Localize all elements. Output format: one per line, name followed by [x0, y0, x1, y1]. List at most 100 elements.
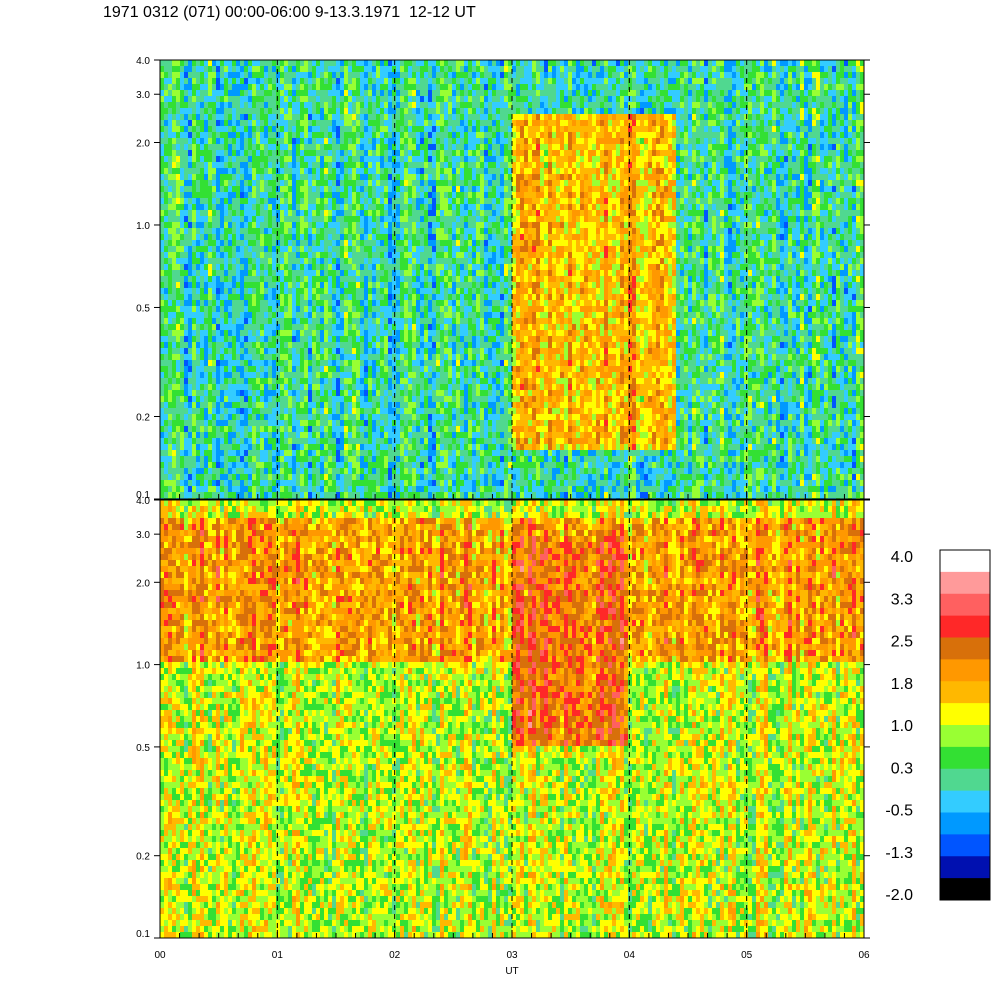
heatmap-cell [316, 354, 320, 360]
heatmap-cell [372, 216, 376, 222]
heatmap-cell [304, 192, 308, 198]
heatmap-cell [240, 474, 244, 480]
heatmap-cell [212, 444, 216, 450]
heatmap-cell [196, 270, 200, 276]
heatmap-cell [284, 330, 288, 336]
heatmap-cell [420, 468, 424, 474]
heatmap-cell [264, 240, 268, 246]
heatmap-cell [300, 222, 304, 228]
heatmap-cell [372, 390, 376, 396]
heatmap-cell [352, 60, 356, 66]
heatmap-cell [204, 342, 208, 348]
heatmap-cell [380, 150, 384, 156]
heatmap-cell [384, 438, 388, 444]
heatmap-cell [412, 180, 416, 186]
heatmap-cell [208, 174, 212, 180]
heatmap-cell [308, 240, 312, 246]
heatmap-cell [416, 426, 420, 432]
heatmap-cell [348, 198, 352, 204]
heatmap-cell [344, 186, 348, 192]
heatmap-cell [180, 162, 184, 168]
heatmap-cell [232, 270, 236, 276]
heatmap-cell [284, 246, 288, 252]
heatmap-cell [332, 306, 336, 312]
heatmap-cell [244, 474, 248, 480]
heatmap-cell [280, 156, 284, 162]
heatmap-cell [336, 372, 340, 378]
heatmap-cell [276, 408, 280, 414]
heatmap-cell [328, 186, 332, 192]
heatmap-cell [404, 324, 408, 330]
heatmap-cell [380, 444, 384, 450]
heatmap-cell [312, 360, 316, 366]
heatmap-cell [216, 72, 220, 78]
heatmap-cell [172, 96, 176, 102]
heatmap-cell [284, 156, 288, 162]
heatmap-cell [276, 162, 280, 168]
heatmap-cell [404, 78, 408, 84]
heatmap-cell [336, 462, 340, 468]
heatmap-cell [176, 78, 180, 84]
heatmap-cell [380, 174, 384, 180]
heatmap-cell [224, 228, 228, 234]
heatmap-cell [300, 438, 304, 444]
heatmap-cell [336, 396, 340, 402]
heatmap-cell [412, 192, 416, 198]
heatmap-cell [264, 60, 268, 66]
heatmap-cell [184, 138, 188, 144]
heatmap-cell [220, 72, 224, 78]
heatmap-cell [280, 438, 284, 444]
heatmap-cell [272, 174, 276, 180]
heatmap-cell [304, 168, 308, 174]
heatmap-cell [384, 222, 388, 228]
heatmap-cell [420, 426, 424, 432]
heatmap-cell [308, 204, 312, 210]
heatmap-cell [228, 342, 232, 348]
heatmap-cell [220, 84, 224, 90]
heatmap-cell [244, 156, 248, 162]
heatmap-cell [164, 210, 168, 216]
heatmap-cell [260, 144, 264, 150]
heatmap-cell [288, 396, 292, 402]
heatmap-cell [236, 432, 240, 438]
heatmap-cell [348, 60, 352, 66]
heatmap-cell [332, 114, 336, 120]
heatmap-cell [336, 252, 340, 258]
heatmap-cell [184, 378, 188, 384]
heatmap-cell [292, 90, 296, 96]
heatmap-cell [412, 144, 416, 150]
heatmap-cell [416, 330, 420, 336]
heatmap-cell [288, 444, 292, 450]
heatmap-cell [316, 192, 320, 198]
heatmap-cell [264, 324, 268, 330]
heatmap-cell [284, 72, 288, 78]
heatmap-cell [416, 210, 420, 216]
heatmap-cell [252, 294, 256, 300]
heatmap-cell [408, 438, 412, 444]
heatmap-cell [160, 450, 164, 456]
heatmap-cell [364, 294, 368, 300]
heatmap-cell [316, 198, 320, 204]
heatmap-cell [336, 228, 340, 234]
heatmap-cell [264, 336, 268, 342]
heatmap-cell [324, 282, 328, 288]
heatmap-cell [236, 84, 240, 90]
heatmap-cell [168, 60, 172, 66]
heatmap-cell [200, 228, 204, 234]
heatmap-cell [264, 120, 268, 126]
heatmap-cell [356, 312, 360, 318]
heatmap-cell [360, 456, 364, 462]
heatmap-cell [244, 192, 248, 198]
heatmap-cell [400, 462, 404, 468]
heatmap-cell [284, 180, 288, 186]
heatmap-cell [420, 420, 424, 426]
heatmap-cell [292, 480, 296, 486]
heatmap-cell [324, 156, 328, 162]
heatmap-cell [168, 378, 172, 384]
heatmap-cell [388, 312, 392, 318]
heatmap-cell [212, 342, 216, 348]
heatmap-cell [336, 192, 340, 198]
heatmap-cell [392, 210, 396, 216]
heatmap-cell [408, 150, 412, 156]
heatmap-cell [220, 456, 224, 462]
